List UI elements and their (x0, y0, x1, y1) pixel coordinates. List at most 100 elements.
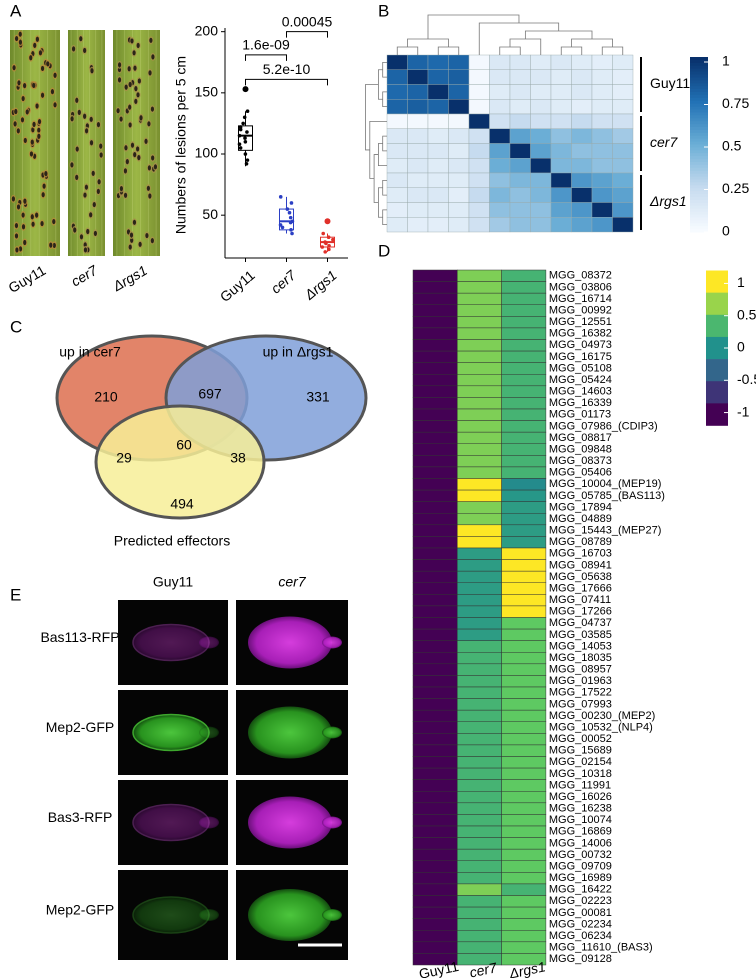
y-tick-label: 50 (202, 206, 218, 222)
colorbar-label: 0 (737, 339, 745, 355)
heatmap-cell (412, 802, 458, 815)
lesion (124, 145, 128, 151)
point (278, 195, 283, 199)
heatmap-cell (412, 350, 458, 363)
heatmap-cell (412, 733, 458, 746)
heatmap-cell (501, 489, 547, 502)
region-count: 697 (198, 386, 222, 402)
lesion (40, 92, 45, 98)
dendrogram (382, 179, 387, 196)
heatmap-cell (412, 269, 458, 282)
heatmap-cell (489, 69, 511, 85)
colorbar-step (706, 314, 728, 338)
cell (248, 616, 332, 669)
heatmap-cell (457, 339, 502, 352)
heatmap-cell (550, 113, 572, 129)
lesion (29, 151, 34, 157)
lesion (21, 224, 26, 230)
heatmap-cell (412, 617, 458, 630)
dendrogram (382, 91, 387, 108)
gene-label: MGG_08789 (549, 536, 612, 548)
heatmap-cell (501, 570, 547, 584)
heatmap-cell (407, 187, 429, 203)
heatmap-cell (530, 143, 552, 159)
lesion (14, 35, 19, 42)
heatmap-cell (412, 918, 458, 931)
x-tick-label: cer7 (268, 266, 300, 297)
set-label: up in cer7 (59, 344, 121, 360)
heatmap-cell (412, 339, 458, 352)
point (323, 250, 328, 254)
gene-label: MGG_11991 (549, 779, 611, 791)
lesion (32, 121, 36, 127)
colorbar-step (690, 159, 708, 163)
lesion (149, 37, 153, 43)
heatmap-cell (501, 385, 547, 398)
colorbar-step (690, 127, 708, 131)
heatmap-cell (501, 605, 547, 618)
heatmap-cell (501, 779, 547, 792)
heatmap-cell (412, 814, 458, 827)
colorbar-label: 1 (722, 53, 730, 69)
heatmap-cell (571, 202, 593, 218)
lesion (83, 247, 88, 253)
heatmap-cell (591, 143, 613, 159)
lesion (75, 97, 79, 103)
heatmap-cell (489, 187, 511, 203)
heatmap-cell (509, 54, 531, 70)
region-count: 210 (94, 389, 118, 405)
lesion (70, 162, 74, 168)
lesion (17, 80, 21, 86)
heatmap-cell (412, 744, 458, 757)
lesion (89, 116, 93, 122)
row-label: Mep2-GFP (46, 719, 114, 735)
heatmap-cell (550, 202, 572, 218)
region-count: 331 (306, 389, 330, 405)
heatmap-cell (509, 158, 531, 174)
heatmap-cell (571, 143, 593, 159)
heatmap-cell (448, 187, 470, 203)
gene-label: MGG_00992 (549, 304, 612, 316)
colorbar-label: -1 (737, 403, 750, 419)
lesion (75, 174, 79, 180)
lesion (40, 220, 44, 227)
heatmap-cell (412, 872, 458, 885)
gene-label: MGG_17894 (549, 501, 612, 513)
heatmap-cell (427, 69, 449, 85)
heatmap-cell (501, 953, 547, 966)
lesion (35, 212, 39, 218)
lesion (77, 109, 81, 115)
heatmap-cell (550, 69, 572, 85)
lesion (136, 92, 140, 98)
heatmap-cell (509, 113, 531, 129)
heatmap-cell (457, 559, 502, 572)
lesion (132, 219, 137, 225)
point (243, 139, 248, 144)
lesion (153, 164, 158, 170)
lesion (83, 47, 87, 54)
colorbar-step (690, 100, 708, 105)
heatmap-cell (501, 825, 547, 838)
lesion (97, 179, 101, 185)
heatmap-cell (412, 431, 458, 444)
heatmap-cell (501, 478, 547, 491)
colorbar-step (690, 103, 708, 108)
heatmap-cell (412, 547, 458, 560)
lesion (52, 242, 56, 249)
heatmap-cell (571, 99, 593, 115)
point (238, 146, 243, 150)
lesion (30, 214, 34, 220)
point (280, 225, 285, 230)
colorbar-label: 0.5 (722, 138, 742, 154)
heatmap-cell (468, 128, 490, 144)
point (245, 158, 250, 162)
heatmap-cell (457, 570, 502, 584)
lesion (53, 102, 57, 108)
gene-label: MGG_16339 (549, 397, 612, 409)
point (285, 207, 290, 211)
heatmap-cell (550, 217, 572, 233)
lesion (125, 159, 129, 165)
gene-label: MGG_17666 (549, 582, 612, 594)
heatmap-cell (489, 54, 511, 70)
lesion (99, 152, 103, 158)
